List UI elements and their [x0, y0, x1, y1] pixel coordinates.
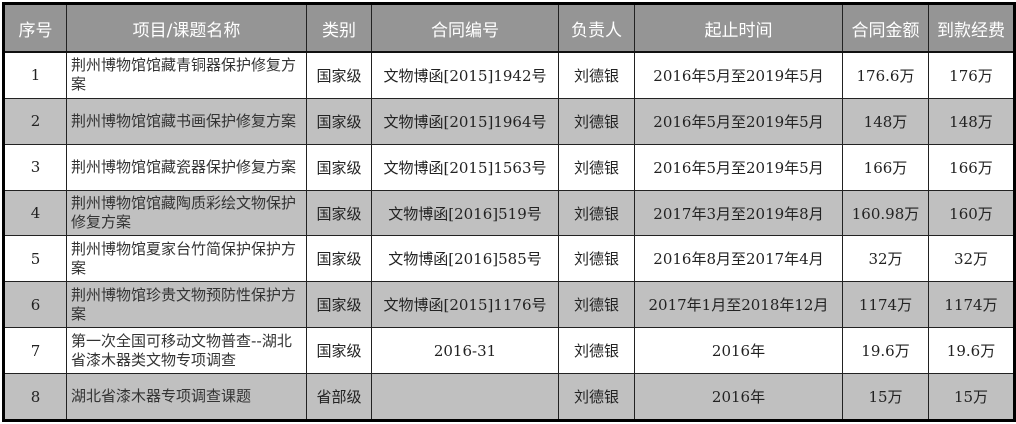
cell-amount: 15万: [842, 373, 929, 421]
cell-period: 2016年5月至2019年5月: [634, 97, 843, 145]
cell-contract: 文物博函[2015]1964号: [371, 97, 559, 145]
cell-received: 166万: [928, 143, 1015, 191]
cell-person: 刘德银: [558, 281, 635, 329]
cell-category: 国家级: [306, 235, 372, 283]
cell-period: 2016年5月至2019年5月: [634, 51, 843, 99]
cell-person: 刘德银: [558, 189, 635, 237]
cell-amount: 148万: [842, 97, 929, 145]
cell-person: 刘德银: [558, 143, 635, 191]
cell-period: 2017年3月至2019年8月: [634, 189, 843, 237]
cell-no: 2: [3, 97, 67, 145]
cell-name: 荆州博物馆珍贵文物预防性保护方案: [66, 281, 307, 329]
cell-period: 2017年1月至2018年12月: [634, 281, 843, 329]
cell-no: 7: [3, 327, 67, 375]
cell-category: 国家级: [306, 327, 372, 375]
cell-no: 5: [3, 235, 67, 283]
cell-received: 176万: [928, 51, 1015, 99]
table-row: 4 荆州博物馆馆藏陶质彩绘文物保护修复方案 国家级 文物博函[2016]519号 刘德银…: [3, 189, 1015, 237]
cell-contract: [371, 373, 559, 421]
cell-category: 国家级: [306, 189, 372, 237]
cell-name: 荆州博物馆馆藏瓷器保护修复方案: [66, 143, 307, 191]
cell-contract: 文物博函[2015]1942号: [371, 51, 559, 99]
cell-contract: 文物博函[2016]519号: [371, 189, 559, 237]
cell-period: 2016年: [634, 327, 843, 375]
cell-contract: 文物博函[2016]585号: [371, 235, 559, 283]
table-row: 6 荆州博物馆珍贵文物预防性保护方案 国家级 文物博函[2015]1176号 刘德银 20…: [3, 281, 1015, 329]
cell-received: 160万: [928, 189, 1015, 237]
header-contract: 合同编号: [371, 3, 559, 53]
cell-contract: 文物博函[2015]1176号: [371, 281, 559, 329]
cell-contract: 文物博函[2015]1563号: [371, 143, 559, 191]
header-name: 项目/课题名称: [66, 3, 307, 53]
cell-name: 第一次全国可移动文物普查--湖北省漆木器类文物专项调查: [66, 327, 307, 375]
cell-person: 刘德银: [558, 51, 635, 99]
cell-amount: 176.6万: [842, 51, 929, 99]
table-row: 3 荆州博物馆馆藏瓷器保护修复方案 国家级 文物博函[2015]1563号 刘德银 201…: [3, 143, 1015, 191]
header-no: 序号: [3, 3, 67, 53]
cell-no: 1: [3, 51, 67, 99]
cell-person: 刘德银: [558, 327, 635, 375]
header-person: 负责人: [558, 3, 635, 53]
cell-category: 省部级: [306, 373, 372, 421]
cell-amount: 32万: [842, 235, 929, 283]
cell-category: 国家级: [306, 143, 372, 191]
cell-person: 刘德银: [558, 373, 635, 421]
cell-category: 国家级: [306, 281, 372, 329]
cell-no: 4: [3, 189, 67, 237]
cell-category: 国家级: [306, 51, 372, 99]
cell-received: 32万: [928, 235, 1015, 283]
cell-contract: 2016-31: [371, 327, 559, 375]
table-row: 8 湖北省漆木器专项调查课题 省部级 刘德银 2016年 15万 15万: [3, 373, 1015, 421]
header-received: 到款经费: [928, 3, 1015, 53]
table-row: 5 荆州博物馆夏家台竹简保护保护方案 国家级 文物博函[2016]585号 刘德银 201…: [3, 235, 1015, 283]
cell-received: 148万: [928, 97, 1015, 145]
table-row: 2 荆州博物馆馆藏书画保护修复方案 国家级 文物博函[2015]1964号 刘德银 201…: [3, 97, 1015, 145]
cell-received: 19.6万: [928, 327, 1015, 375]
cell-period: 2016年5月至2019年5月: [634, 143, 843, 191]
header-amount: 合同金额: [842, 3, 929, 53]
cell-name: 荆州博物馆馆藏陶质彩绘文物保护修复方案: [66, 189, 307, 237]
cell-no: 3: [3, 143, 67, 191]
cell-person: 刘德银: [558, 97, 635, 145]
cell-no: 8: [3, 373, 67, 421]
header-period: 起止时间: [634, 3, 843, 53]
cell-received: 1174万: [928, 281, 1015, 329]
cell-period: 2016年8月至2017年4月: [634, 235, 843, 283]
cell-no: 6: [3, 281, 67, 329]
cell-name: 荆州博物馆馆藏青铜器保护修复方案: [66, 51, 307, 99]
cell-category: 国家级: [306, 97, 372, 145]
cell-name: 荆州博物馆夏家台竹简保护保护方案: [66, 235, 307, 283]
cell-received: 15万: [928, 373, 1015, 421]
cell-name: 湖北省漆木器专项调查课题: [66, 373, 307, 421]
cell-amount: 160.98万: [842, 189, 929, 237]
table-row: 7 第一次全国可移动文物普查--湖北省漆木器类文物专项调查 国家级 2016-31 刘德…: [3, 327, 1015, 375]
header-row: 序号 项目/课题名称 类别 合同编号 负责人 起止时间 合同金额 到款经费: [3, 3, 1015, 53]
cell-amount: 1174万: [842, 281, 929, 329]
cell-person: 刘德银: [558, 235, 635, 283]
table-row: 1 荆州博物馆馆藏青铜器保护修复方案 国家级 文物博函[2015]1942号 刘德银 20…: [3, 51, 1015, 99]
cell-period: 2016年: [634, 373, 843, 421]
cell-amount: 19.6万: [842, 327, 929, 375]
cell-name: 荆州博物馆馆藏书画保护修复方案: [66, 97, 307, 145]
header-category: 类别: [306, 3, 372, 53]
cell-amount: 166万: [842, 143, 929, 191]
